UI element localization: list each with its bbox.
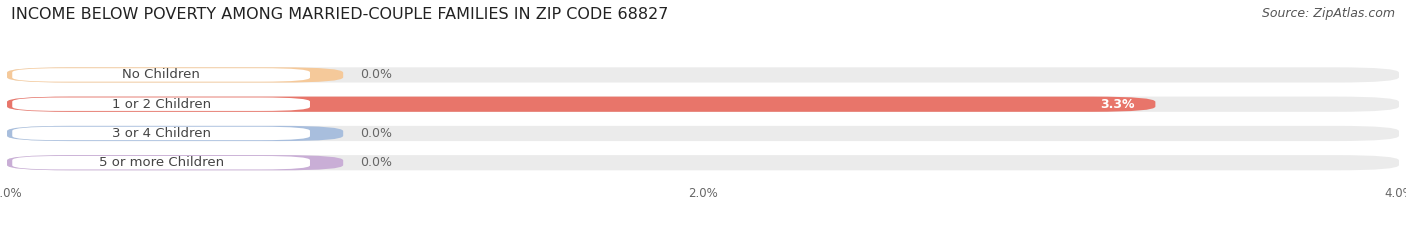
FancyBboxPatch shape [7, 155, 1399, 170]
FancyBboxPatch shape [7, 126, 1399, 141]
Text: No Children: No Children [122, 69, 200, 82]
Text: Source: ZipAtlas.com: Source: ZipAtlas.com [1261, 7, 1395, 20]
FancyBboxPatch shape [13, 97, 309, 111]
Text: 5 or more Children: 5 or more Children [98, 156, 224, 169]
FancyBboxPatch shape [13, 68, 309, 82]
FancyBboxPatch shape [7, 155, 343, 170]
FancyBboxPatch shape [13, 156, 309, 169]
Text: 1 or 2 Children: 1 or 2 Children [111, 98, 211, 111]
Text: INCOME BELOW POVERTY AMONG MARRIED-COUPLE FAMILIES IN ZIP CODE 68827: INCOME BELOW POVERTY AMONG MARRIED-COUPL… [11, 7, 669, 22]
FancyBboxPatch shape [7, 67, 1399, 82]
Text: 0.0%: 0.0% [360, 69, 392, 82]
FancyBboxPatch shape [13, 127, 309, 140]
FancyBboxPatch shape [7, 67, 343, 82]
FancyBboxPatch shape [7, 126, 343, 141]
Text: 0.0%: 0.0% [360, 127, 392, 140]
FancyBboxPatch shape [7, 97, 1399, 112]
Text: 0.0%: 0.0% [360, 156, 392, 169]
Text: 3.3%: 3.3% [1099, 98, 1135, 111]
Text: 3 or 4 Children: 3 or 4 Children [111, 127, 211, 140]
FancyBboxPatch shape [7, 97, 1156, 112]
